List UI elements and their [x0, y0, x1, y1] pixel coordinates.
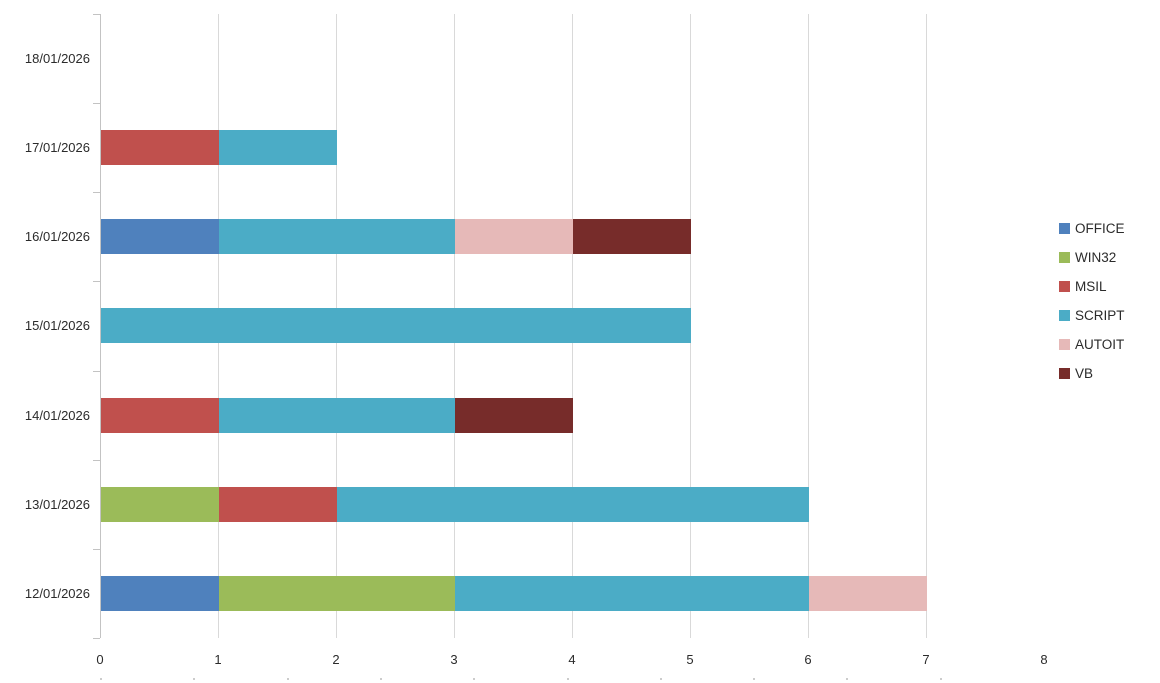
category-label: 13/01/2026 [24, 496, 90, 512]
bar-segment-office[interactable] [101, 219, 219, 255]
x-axis-tick-label: 7 [922, 652, 930, 667]
legend-swatch-icon [1059, 222, 1070, 234]
bar-segment-autoit[interactable] [455, 219, 573, 255]
bar-segment-msil[interactable] [219, 486, 337, 522]
y-axis-tick [93, 192, 100, 194]
legend-label: VB [1075, 365, 1094, 381]
legend-item-script[interactable]: SCRIPT [1059, 307, 1125, 323]
y-axis-tick [93, 459, 100, 461]
category-label: 18/01/2026 [24, 51, 90, 67]
bar-segment-win32[interactable] [101, 486, 219, 522]
legend: OFFICE WIN32 MSIL SCRIPT AUTOIT VB [1059, 220, 1125, 381]
bar-segment-vb[interactable] [455, 397, 573, 433]
legend-item-vb[interactable]: VB [1059, 365, 1125, 381]
y-axis-tick [93, 281, 100, 283]
legend-label: SCRIPT [1075, 307, 1125, 323]
legend-item-msil[interactable]: MSIL [1059, 278, 1125, 294]
y-axis-line [100, 14, 101, 638]
bar-row [100, 281, 1044, 370]
category-label: 15/01/2026 [24, 318, 90, 334]
y-axis-tick [93, 370, 100, 372]
bottom-tick [193, 678, 196, 680]
bar-row [100, 103, 1044, 192]
y-axis-tick [93, 548, 100, 550]
x-axis-tick-label: 4 [568, 652, 576, 667]
legend-swatch-icon [1059, 309, 1070, 321]
legend-swatch-icon [1059, 280, 1070, 292]
stacked-bar [101, 130, 337, 166]
bottom-tick [286, 678, 289, 680]
x-axis-tick-label: 2 [332, 652, 340, 667]
bar-row [100, 460, 1044, 549]
bar-segment-script[interactable] [219, 397, 455, 433]
bar-segment-win32[interactable] [219, 575, 455, 611]
bar-segment-msil[interactable] [101, 130, 219, 166]
bottom-tick [379, 678, 382, 680]
bar-segment-script[interactable] [337, 486, 809, 522]
legend-label: MSIL [1075, 278, 1107, 294]
y-axis-tick [93, 103, 100, 105]
category-label: 14/01/2026 [24, 407, 90, 423]
bottom-tick [846, 678, 849, 680]
stacked-bar [101, 397, 573, 433]
legend-swatch-icon [1059, 338, 1070, 350]
gridline [808, 14, 809, 638]
bar-segment-script[interactable] [219, 219, 455, 255]
legend-item-autoit[interactable]: AUTOIT [1059, 336, 1125, 352]
category-label: 16/01/2026 [24, 229, 90, 245]
bar-segment-script[interactable] [455, 575, 809, 611]
stacked-bar [101, 486, 809, 522]
bottom-tick [939, 678, 942, 680]
y-axis-tick [93, 14, 100, 15]
legend-item-win32[interactable]: WIN32 [1059, 249, 1125, 265]
category-label: 17/01/2026 [24, 140, 90, 156]
bar-row [100, 371, 1044, 460]
category-label: 12/01/2026 [24, 585, 90, 601]
bottom-tick [566, 678, 569, 680]
legend-item-office[interactable]: OFFICE [1059, 220, 1125, 236]
x-axis-tick-label: 3 [450, 652, 458, 667]
bar-row [100, 549, 1044, 638]
bar-segment-office[interactable] [101, 575, 219, 611]
legend-label: AUTOIT [1075, 336, 1125, 352]
bar-segment-vb[interactable] [573, 219, 691, 255]
bottom-tick [753, 678, 756, 680]
stacked-bar [101, 308, 691, 344]
bottom-tick [659, 678, 662, 680]
bar-segment-msil[interactable] [101, 397, 219, 433]
legend-label: WIN32 [1075, 249, 1117, 265]
legend-swatch-icon [1059, 251, 1070, 263]
bottom-tick [473, 678, 476, 680]
bar-segment-script[interactable] [101, 308, 691, 344]
bar-segment-script[interactable] [219, 130, 337, 166]
bar-segment-autoit[interactable] [809, 575, 927, 611]
legend-label: OFFICE [1075, 220, 1125, 236]
x-axis-tick-label: 1 [214, 652, 222, 667]
legend-swatch-icon [1059, 367, 1070, 379]
stacked-bar [101, 219, 691, 255]
x-axis-tick-label: 6 [804, 652, 812, 667]
stacked-bar [101, 575, 927, 611]
x-axis-tick-label: 0 [96, 652, 104, 667]
bar-row [100, 192, 1044, 281]
bar-row [100, 14, 1044, 103]
x-axis-tick-label: 5 [686, 652, 694, 667]
gridline [926, 14, 927, 638]
bottom-tick [100, 678, 102, 680]
y-axis-tick [93, 638, 100, 639]
x-axis-tick-label: 8 [1040, 652, 1048, 667]
